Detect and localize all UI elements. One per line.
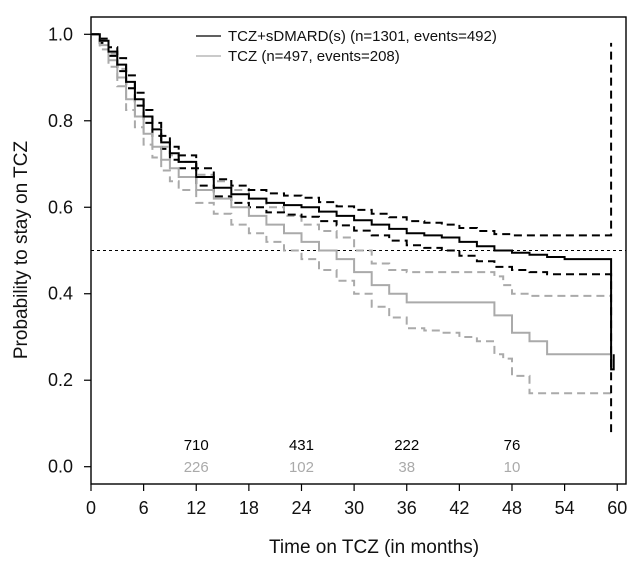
risk-count-tcz-sdmard: 710 bbox=[184, 437, 209, 454]
legend: TCZ+sDMARD(s) (n=1301, events=492) TCZ (… bbox=[196, 28, 497, 65]
x-axis-label: Time on TCZ (in months) bbox=[269, 537, 479, 558]
ci-lower-line bbox=[91, 33, 613, 433]
legend-label-tcz: TCZ (n=497, events=208) bbox=[228, 48, 400, 65]
x-tick-label: 48 bbox=[502, 498, 522, 518]
y-tick-label: 0.6 bbox=[48, 197, 73, 217]
x-tick-label: 12 bbox=[186, 498, 206, 518]
survival-curve bbox=[91, 33, 615, 371]
x-tick-label: 18 bbox=[239, 498, 259, 518]
y-tick-label: 0.2 bbox=[48, 370, 73, 390]
number-at-risk-table: 710 226 431 102 222 38 76 10 bbox=[184, 437, 521, 476]
y-tick-label: 0.0 bbox=[48, 457, 73, 477]
x-tick-label: 0 bbox=[86, 498, 96, 518]
x-axis: 0 6 12 18 24 30 36 42 48 54 60 bbox=[86, 484, 627, 518]
x-tick-label: 60 bbox=[607, 498, 627, 518]
x-tick-label: 30 bbox=[344, 498, 364, 518]
x-tick-label: 54 bbox=[555, 498, 575, 518]
risk-count-tcz: 10 bbox=[504, 459, 521, 476]
y-axis: 0.0 0.2 0.4 0.6 0.8 1.0 bbox=[48, 24, 91, 477]
risk-count-tcz: 38 bbox=[398, 459, 415, 476]
x-tick-label: 24 bbox=[291, 498, 311, 518]
confidence-intervals bbox=[91, 33, 613, 433]
risk-count-tcz: 102 bbox=[289, 459, 314, 476]
x-tick-label: 42 bbox=[449, 498, 469, 518]
risk-count-tcz-sdmard: 222 bbox=[394, 437, 419, 454]
ci-lower-line bbox=[91, 33, 612, 395]
risk-count-tcz-sdmard: 76 bbox=[504, 437, 521, 454]
y-tick-label: 1.0 bbox=[48, 24, 73, 44]
risk-count-tcz-sdmard: 431 bbox=[289, 437, 314, 454]
legend-label-tcz-sdmard: TCZ+sDMARD(s) (n=1301, events=492) bbox=[228, 28, 497, 45]
ci-upper-line bbox=[91, 33, 613, 237]
risk-count-tcz: 226 bbox=[184, 459, 209, 476]
y-axis-label: Probability to stay on TCZ bbox=[11, 140, 32, 359]
x-tick-label: 6 bbox=[139, 498, 149, 518]
y-tick-label: 0.4 bbox=[48, 284, 73, 304]
x-tick-label: 36 bbox=[397, 498, 417, 518]
survival-curves bbox=[91, 33, 615, 371]
y-tick-label: 0.8 bbox=[48, 111, 73, 131]
survival-curve bbox=[91, 33, 612, 356]
